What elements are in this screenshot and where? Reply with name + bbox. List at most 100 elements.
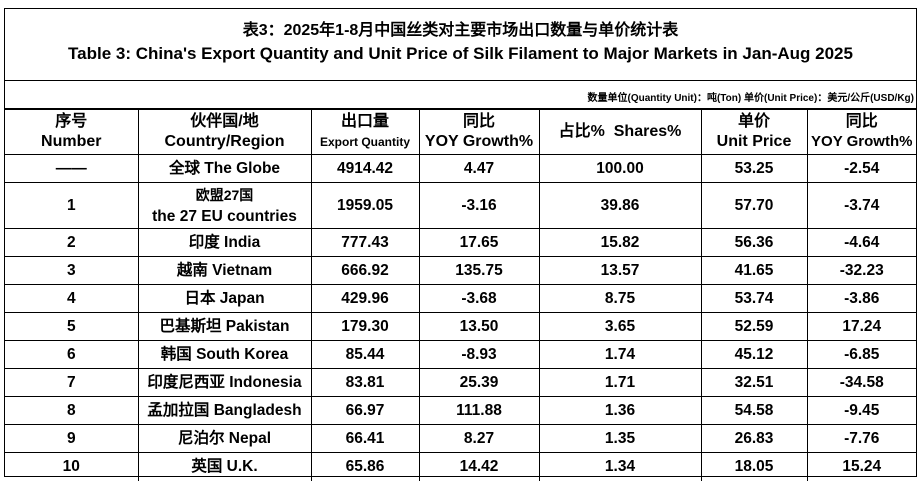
price-cell: 18.05 xyxy=(700,452,808,481)
country-cell: 欧盟27国 the 27 EU countries xyxy=(137,182,312,229)
number-cell: 8 xyxy=(5,396,139,425)
title-cn: 表3：2025年1-8月中国丝类对主要市场出口数量与单价统计表 xyxy=(242,22,679,39)
price-cell: 52.59 xyxy=(700,312,808,341)
number-cell: 10 xyxy=(5,452,139,481)
price-yoy-cell: 17.24 xyxy=(806,312,916,341)
table-row: 3 越南 Vietnam 666.92 135.75 13.57 41.65 -32.23 xyxy=(5,256,916,285)
number-cell: 1 xyxy=(5,182,139,229)
unit-note: 数量单位(Quantity Unit)：吨(Ton) 单价(Unit Price… xyxy=(5,81,916,109)
number-cell: 3 xyxy=(5,256,139,285)
header-row: 序号 Number 伙伴国/地 Country/Region 出口量 Export Q… xyxy=(5,109,916,155)
share-cell: 15.82 xyxy=(538,228,702,257)
price-yoy-cell: 15.24 xyxy=(806,452,916,481)
yoy-cell: 25.39 xyxy=(418,368,540,397)
table-row: 2 印度 India 777.43 17.65 15.82 56.36 -4.64 xyxy=(5,228,916,257)
country-cell: 全球 The Globe xyxy=(137,154,312,183)
country-name-cn: 欧盟27国 xyxy=(195,186,254,203)
price-yoy-cell: -6.85 xyxy=(806,340,916,369)
share-cell: 1.74 xyxy=(538,340,702,369)
table-row: 5 巴基斯坦 Pakistan 179.30 13.50 3.65 52.59 17.24 xyxy=(5,312,916,341)
quantity-cell: 666.92 xyxy=(310,256,420,285)
quantity-cell: 83.81 xyxy=(310,368,420,397)
price-yoy-cell: -4.64 xyxy=(806,228,916,257)
number-cell: 7 xyxy=(5,368,139,397)
price-cell: 53.25 xyxy=(700,154,808,183)
header-number: 序号 Number xyxy=(5,109,139,155)
country-cell: 英国 U.K. xyxy=(137,452,312,481)
header-price: 单价 Unit Price xyxy=(700,109,808,155)
price-yoy-cell: -9.45 xyxy=(806,396,916,425)
number-cell: —— xyxy=(5,154,139,183)
number-cell: 9 xyxy=(5,424,139,453)
price-cell: 32.51 xyxy=(700,368,808,397)
table-row: 9 尼泊尔 Nepal 66.41 8.27 1.35 26.83 -7.76 xyxy=(5,424,916,453)
price-cell: 45.12 xyxy=(700,340,808,369)
yoy-cell: 111.88 xyxy=(418,396,540,425)
table-row: —— 全球 The Globe 4914.42 4.47 100.00 53.25 -2.5… xyxy=(5,154,916,183)
quantity-cell: 85.44 xyxy=(310,340,420,369)
table-title: 表3：2025年1-8月中国丝类对主要市场出口数量与单价统计表 Table 3:… xyxy=(5,9,916,81)
header-quantity: 出口量 Export Quantity xyxy=(310,109,420,155)
number-cell: 6 xyxy=(5,340,139,369)
header-price-en: Unit Price xyxy=(716,133,792,150)
header-country-cn: 伙伴国/地 xyxy=(190,113,259,130)
price-yoy-cell: -7.76 xyxy=(806,424,916,453)
price-yoy-cell: -3.74 xyxy=(806,182,916,229)
yoy-cell: -8.93 xyxy=(418,340,540,369)
country-cell: 越南 Vietnam xyxy=(137,256,312,285)
yoy-cell: 14.42 xyxy=(418,452,540,481)
price-cell: 54.58 xyxy=(700,396,808,425)
header-yoy: 同比 YOY Growth% xyxy=(418,109,540,155)
price-yoy-cell: -3.86 xyxy=(806,284,916,313)
country-name-en: the 27 EU countries xyxy=(152,207,297,225)
quantity-cell: 4914.42 xyxy=(310,154,420,183)
country-cell: 巴基斯坦 Pakistan xyxy=(137,312,312,341)
share-cell: 8.75 xyxy=(538,284,702,313)
header-price-cn: 单价 xyxy=(737,113,770,130)
table-row: 10 英国 U.K. 65.86 14.42 1.34 18.05 15.24 xyxy=(5,452,916,481)
country-cell: 韩国 South Korea xyxy=(137,340,312,369)
number-cell: 2 xyxy=(5,228,139,257)
price-yoy-cell: -2.54 xyxy=(806,154,916,183)
quantity-cell: 66.41 xyxy=(310,424,420,453)
table-frame: 表3：2025年1-8月中国丝类对主要市场出口数量与单价统计表 Table 3:… xyxy=(4,8,917,481)
table-row: 8 孟加拉国 Bangladesh 66.97 111.88 1.36 54.58 -9.4… xyxy=(5,396,916,425)
yoy-cell: 4.47 xyxy=(418,154,540,183)
price-cell: 53.74 xyxy=(700,284,808,313)
share-cell: 13.57 xyxy=(538,256,702,285)
quantity-cell: 66.97 xyxy=(310,396,420,425)
price-cell: 41.65 xyxy=(700,256,808,285)
quantity-cell: 65.86 xyxy=(310,452,420,481)
table-body: —— 全球 The Globe 4914.42 4.47 100.00 53.25 -2.5… xyxy=(5,154,916,481)
header-qty-cn: 出口量 xyxy=(340,113,389,130)
quantity-cell: 179.30 xyxy=(310,312,420,341)
price-cell: 56.36 xyxy=(700,228,808,257)
price-cell: 57.70 xyxy=(700,182,808,229)
quantity-cell: 777.43 xyxy=(310,228,420,257)
table-row: 1 欧盟27国 the 27 EU countries 1959.05 -3.16 39.… xyxy=(5,182,916,229)
export-table: 序号 Number 伙伴国/地 Country/Region 出口量 Export Q… xyxy=(5,109,916,481)
price-yoy-cell: -32.23 xyxy=(806,256,916,285)
price-yoy-cell: -34.58 xyxy=(806,368,916,397)
header-number-en: Number xyxy=(41,133,102,150)
number-cell: 5 xyxy=(5,312,139,341)
yoy-cell: -3.68 xyxy=(418,284,540,313)
yoy-cell: 13.50 xyxy=(418,312,540,341)
header-qty-en: Export Quantity xyxy=(319,135,410,149)
number-cell: 4 xyxy=(5,284,139,313)
share-cell: 3.65 xyxy=(538,312,702,341)
country-cell: 日本 Japan xyxy=(137,284,312,313)
header-shares: 占比% Shares% xyxy=(538,109,702,155)
yoy-cell: -3.16 xyxy=(418,182,540,229)
share-cell: 100.00 xyxy=(538,154,702,183)
title-en: Table 3: China's Export Quantity and Uni… xyxy=(68,44,853,63)
header-price-yoy: 同比 YOY Growth% xyxy=(806,109,916,155)
share-cell: 39.86 xyxy=(538,182,702,229)
share-cell: 1.35 xyxy=(538,424,702,453)
country-cell: 印度尼西亚 Indonesia xyxy=(137,368,312,397)
country-cell: 印度 India xyxy=(137,228,312,257)
table-row: 7 印度尼西亚 Indonesia 83.81 25.39 1.71 32.51 -34.5… xyxy=(5,368,916,397)
price-cell: 26.83 xyxy=(700,424,808,453)
yoy-cell: 8.27 xyxy=(418,424,540,453)
header-country: 伙伴国/地 Country/Region xyxy=(137,109,312,155)
